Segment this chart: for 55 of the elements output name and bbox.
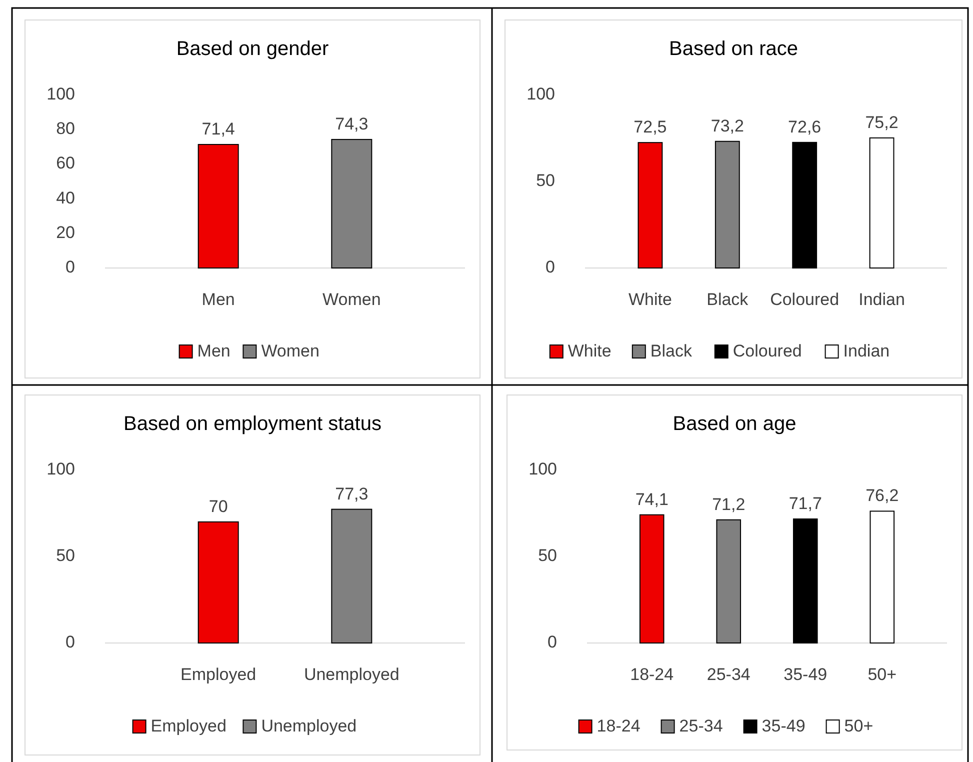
y-tick-label: 40 (56, 188, 75, 208)
x-tick-label: Coloured (770, 290, 840, 309)
x-tick-label: 50+ (868, 665, 897, 684)
legend-label: Black (650, 341, 692, 360)
y-tick-label: 100 (528, 459, 557, 478)
data-label: 73,2 (710, 116, 744, 136)
x-tick-label: 25-34 (706, 665, 750, 684)
y-tick-label: 0 (548, 632, 557, 652)
data-label: 74,3 (335, 114, 368, 134)
x-tick-label: 18-24 (630, 665, 674, 684)
chart-title: Based on employment status (124, 413, 382, 435)
y-tick-label: 80 (56, 119, 75, 138)
y-tick-label: 100 (46, 84, 75, 104)
x-tick-label: Indian (858, 290, 905, 309)
x-tick-label: Unemployed (304, 665, 400, 684)
y-tick-label: 0 (66, 632, 75, 652)
x-tick-label: White (628, 290, 672, 309)
y-tick-label: 50 (538, 546, 557, 565)
legend-label: 50+ (844, 716, 874, 736)
y-tick-label: 100 (46, 459, 75, 478)
y-tick-label: 20 (56, 222, 75, 242)
y-tick-label: 100 (526, 84, 555, 104)
data-label: 71,7 (788, 494, 822, 513)
data-label: 77,3 (335, 484, 368, 504)
x-tick-label: Men (202, 290, 235, 309)
x-tick-label: Employed (180, 665, 256, 684)
data-label: 71,2 (712, 494, 746, 514)
legend-label: Coloured (732, 341, 802, 360)
x-tick-label: 35-49 (784, 665, 828, 684)
y-tick-label: 50 (56, 546, 75, 565)
y-tick-label: 0 (546, 257, 555, 276)
legend-label: Women (261, 341, 320, 360)
legend-label: 25-34 (679, 716, 723, 736)
chart-title: Based on age (672, 413, 796, 435)
x-tick-label: Women (322, 290, 381, 309)
legend-label: 18-24 (596, 716, 640, 736)
data-label: 74,1 (635, 490, 668, 509)
data-label: 71,4 (202, 119, 235, 138)
data-label: 76,2 (866, 486, 899, 506)
legend-label: White (568, 341, 612, 360)
legend-label: Men (197, 341, 230, 360)
data-label: 75,2 (865, 112, 898, 132)
data-label: 72,5 (634, 118, 667, 137)
y-tick-label: 50 (536, 170, 555, 190)
chart-title: Based on gender (176, 38, 330, 60)
chart-title: Based on race (669, 38, 798, 60)
legend-label: Unemployed (261, 716, 357, 736)
legend-label: Employed (150, 716, 226, 736)
y-tick-label: 60 (56, 154, 75, 173)
legend-label: 35-49 (762, 716, 806, 736)
y-tick-label: 0 (66, 257, 75, 276)
data-label: 72,6 (788, 117, 822, 136)
legend-label: Indian (843, 341, 890, 360)
data-label: 70 (208, 496, 228, 516)
x-tick-label: Black (706, 290, 749, 309)
